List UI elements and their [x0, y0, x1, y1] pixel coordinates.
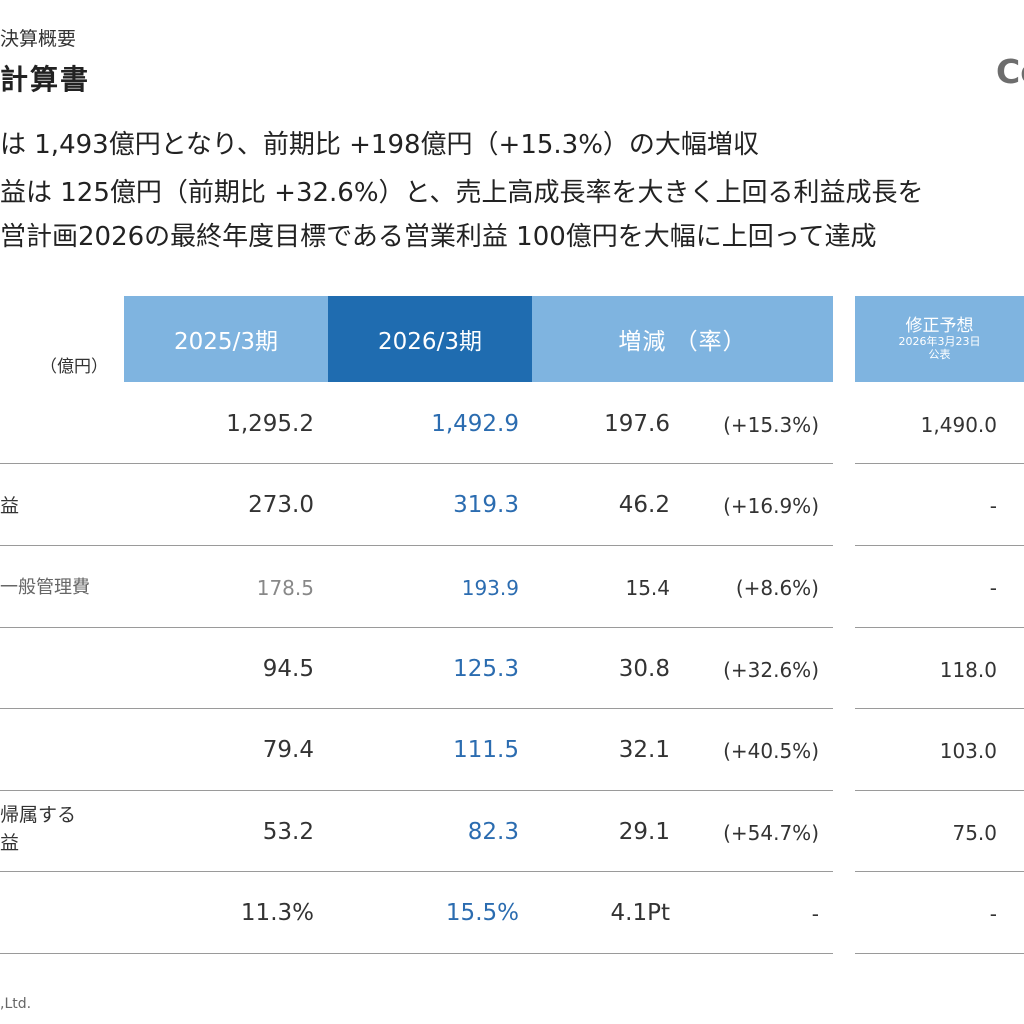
value-rate: (+54.7%): [723, 821, 819, 845]
value-rate: (+32.6%): [723, 658, 819, 682]
value-forecast: -: [989, 494, 997, 518]
value-diff: 32.1: [618, 737, 670, 763]
row-divider: [0, 871, 833, 872]
value-forecast: -: [989, 902, 997, 926]
value-diff: 29.1: [618, 819, 670, 845]
row-divider: [855, 463, 1024, 464]
page-title: 計算書: [0, 63, 91, 96]
value-curr: 1,492.9: [431, 411, 519, 437]
row-divider: [0, 790, 833, 791]
summary-line-2: 益は 125億円（前期比 +32.6%）と、売上高成長率を大きく上回る利益成長を: [0, 178, 924, 208]
value-diff: 197.6: [604, 411, 670, 437]
column-header-curr: 2026/3期: [328, 296, 532, 382]
value-forecast: 1,490.0: [920, 413, 997, 437]
column-header-prev: 2025/3期: [124, 296, 328, 382]
forecast-header-main: 修正予想: [905, 315, 974, 336]
value-prev: 178.5: [256, 576, 314, 600]
value-rate: (+40.5%): [723, 739, 819, 763]
column-header-change: 増減 （率）: [532, 296, 833, 382]
value-diff: 15.4: [625, 576, 670, 600]
row-divider: [0, 953, 833, 954]
table-row: 11.3% 15.5% 4.1Pt - -: [0, 872, 1024, 954]
row-label: 帰属する: [0, 804, 77, 826]
value-forecast: -: [989, 576, 997, 600]
value-prev: 79.4: [262, 737, 314, 763]
row-divider: [0, 545, 833, 546]
summary-line-3: 営計画2026の最終年度目標である営業利益 100億円を大幅に上回って達成: [0, 222, 877, 252]
value-rate: (+16.9%): [723, 494, 819, 518]
row-divider: [855, 871, 1024, 872]
value-prev: 94.5: [262, 656, 314, 682]
table-row: 79.4 111.5 32.1 (+40.5%) 103.0: [0, 709, 1024, 791]
row-divider: [855, 708, 1024, 709]
value-diff: 4.1Pt: [610, 900, 670, 926]
value-rate: (+15.3%): [723, 413, 819, 437]
value-diff: 46.2: [618, 492, 670, 518]
row-divider: [0, 627, 833, 628]
value-curr: 319.3: [453, 492, 519, 518]
row-divider: [855, 953, 1024, 954]
value-forecast: 75.0: [952, 821, 997, 845]
table-row: 帰属する 益 53.2 82.3 29.1 (+54.7%) 75.0: [0, 791, 1024, 872]
value-prev: 53.2: [262, 819, 314, 845]
value-forecast: 118.0: [939, 658, 997, 682]
value-curr: 111.5: [453, 737, 519, 763]
row-label: 益: [0, 495, 20, 517]
row-divider: [855, 627, 1024, 628]
copyright-footer: ,Ltd.: [0, 996, 32, 1012]
value-prev: 1,295.2: [226, 411, 314, 437]
summary-line-1: は 1,493億円となり、前期比 +198億円（+15.3%）の大幅増収: [0, 130, 759, 160]
value-prev: 11.3%: [240, 900, 314, 926]
value-forecast: 103.0: [939, 739, 997, 763]
unit-label: （億円）: [40, 357, 108, 377]
company-logo: Co: [996, 52, 1024, 91]
table-row: 94.5 125.3 30.8 (+32.6%) 118.0: [0, 628, 1024, 709]
row-label: 一般管理費: [0, 577, 90, 598]
row-divider: [855, 545, 1024, 546]
forecast-header-date: 2026年3月23日: [898, 335, 981, 349]
row-divider: [855, 790, 1024, 791]
row-label-line2: 益: [0, 832, 20, 854]
value-rate: (+8.6%): [735, 576, 819, 600]
table-row: 益 273.0 319.3 46.2 (+16.9%) -: [0, 464, 1024, 546]
table-row: 一般管理費 178.5 193.9 15.4 (+8.6%) -: [0, 546, 1024, 628]
value-prev: 273.0: [248, 492, 314, 518]
row-divider: [0, 708, 833, 709]
section-subtitle: 決算概要: [0, 28, 77, 50]
row-divider: [0, 463, 833, 464]
table-row: 1,295.2 1,492.9 197.6 (+15.3%) 1,490.0: [0, 383, 1024, 464]
forecast-header-note: 公表: [928, 347, 951, 361]
value-curr: 193.9: [461, 576, 519, 600]
value-diff: 30.8: [618, 656, 670, 682]
value-curr: 82.3: [467, 819, 519, 845]
value-curr: 15.5%: [445, 900, 519, 926]
column-header-forecast: 修正予想 2026年3月23日 公表: [855, 296, 1024, 382]
value-rate: -: [811, 902, 819, 926]
value-curr: 125.3: [453, 656, 519, 682]
